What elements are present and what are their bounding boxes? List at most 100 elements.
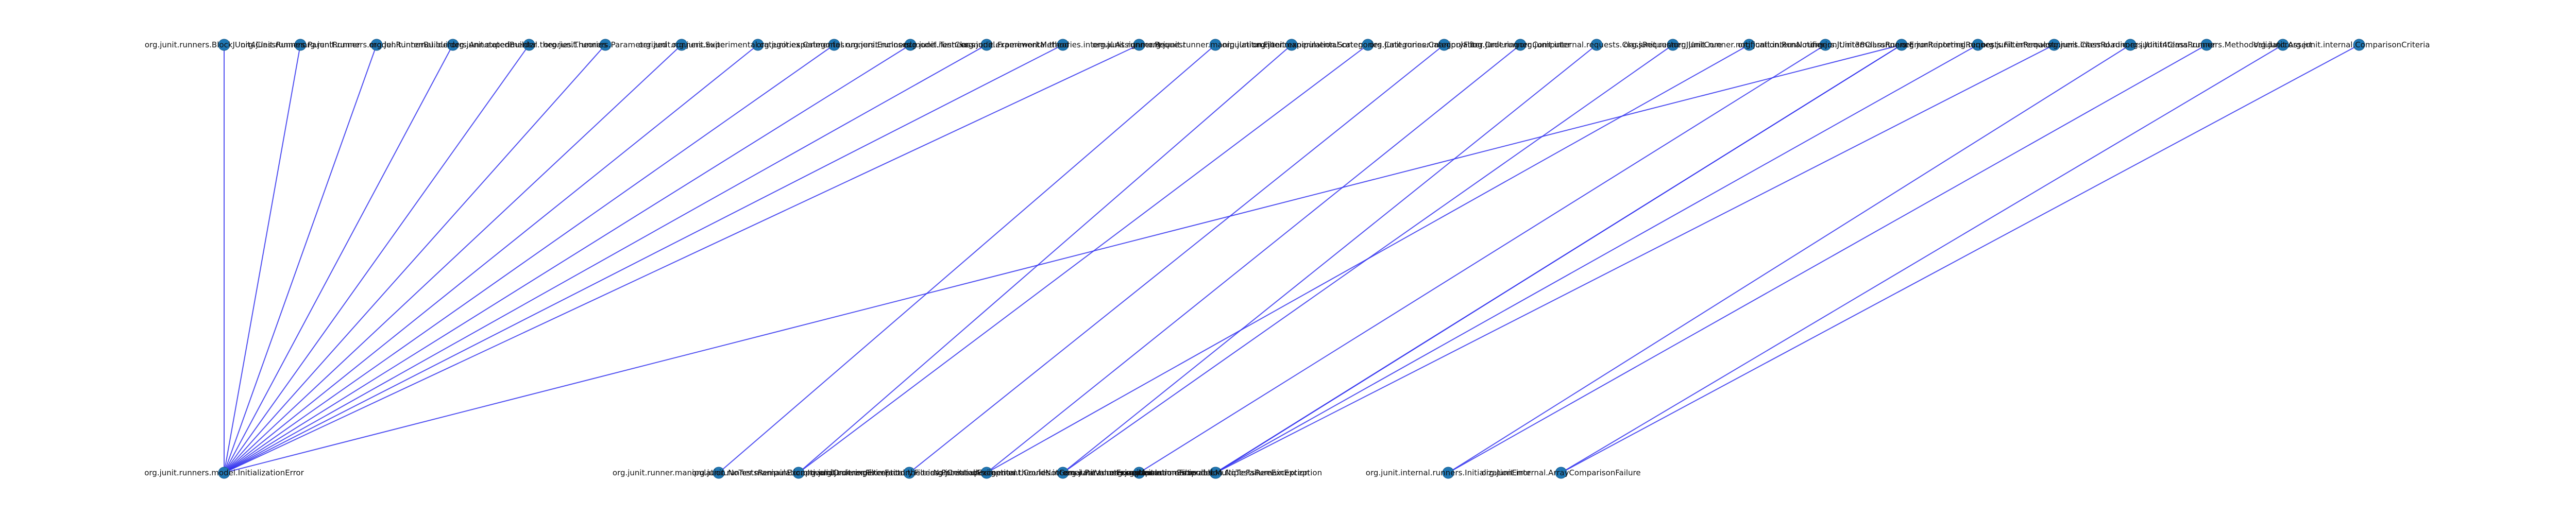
edge-9-0 (224, 44, 911, 473)
top-26-label: org.junit.internal.runners.MethodValidat… (2125, 40, 2288, 49)
bottom-0-label: org.junit.runners.model.InitializationEr… (144, 468, 304, 477)
top-13-label: org.junit.runner.manipulation.Filter (1148, 40, 1283, 49)
edge-28-10 (1561, 44, 2360, 473)
edge-10-0 (224, 44, 987, 473)
bottom-2-label: org.junit.runner.manipulation.InvalidOrd… (692, 468, 905, 477)
top-17-label: org.junit.runner.Computer (1470, 40, 1571, 49)
top-15-node (1362, 39, 1374, 51)
top-11-node (1057, 39, 1069, 51)
top-5-label: org.junit.runners.Parameterized (544, 40, 667, 49)
top-28-node (2353, 39, 2365, 51)
top-5-node (599, 39, 612, 51)
bottom-9-label: org.junit.internal.runners.Initializatio… (1366, 468, 1531, 477)
top-23-node (1972, 39, 1984, 51)
top-19-label: org.junit.runner.JUnitCore (1624, 40, 1722, 49)
bottom-6-node (1133, 467, 1145, 479)
top-26-node (2200, 39, 2213, 51)
top-18-node (1590, 39, 1603, 51)
bottom-6-label: org.junit.runner.manipulation.Filterable (1063, 468, 1214, 477)
edge-17-4 (986, 44, 1521, 473)
top-21-node (1819, 39, 1832, 51)
top-25-label: org.junit.internal.runners.JUnit4ClassRu… (2045, 40, 2216, 49)
edge-26-9 (1448, 44, 2207, 473)
edge-18-5 (1062, 44, 1597, 473)
top-9-label: org.junit.runners.model.TestClass (846, 40, 975, 49)
edge-24-8 (1215, 44, 2055, 473)
top-0-node (218, 39, 230, 51)
bottom-5-label: org.junit.experimental.theories.internal… (930, 468, 1196, 477)
edge-16-3 (909, 44, 1445, 473)
edge-7-0 (224, 44, 758, 473)
top-18-label: org.junit.internal.requests.ClassRequest (1519, 40, 1674, 49)
edge-6-0 (224, 44, 682, 473)
top-3-label: org.junit.internal.builders.AnnotatedBui… (369, 40, 537, 49)
top-22-label: org.junit.internal.runners.ErrorReportin… (1810, 40, 1993, 49)
edge-2-0 (224, 44, 377, 473)
top-6-node (675, 39, 688, 51)
edge-19-5 (1062, 44, 1673, 473)
top-13-node (1209, 39, 1222, 51)
top-27-node (2277, 39, 2289, 51)
top-0-label: org.junit.runners.BlockJUnit4ClassRunner (145, 40, 304, 49)
top-1-node (294, 39, 307, 51)
edge-15-2 (798, 44, 1368, 473)
bottom-0-node (218, 467, 230, 479)
edge-23-7 (1215, 44, 1978, 473)
edge-12-0 (224, 44, 1140, 473)
edge-27-10 (1561, 44, 2283, 473)
bottom-5-node (1057, 467, 1069, 479)
edge-22-8 (1215, 44, 1902, 473)
top-14-label: org.junit.runner.manipulation.Sorter (1222, 40, 1362, 49)
bottom-7-label: org.junit.runners.model.MultipleFailureE… (1122, 468, 1309, 477)
top-25-node (2124, 39, 2137, 51)
top-2-node (370, 39, 383, 51)
top-4-label: org.junit.experimental.theories.Theories (451, 40, 607, 49)
bottom-3-node (903, 467, 916, 479)
top-9-node (904, 39, 917, 51)
top-23-label: org.junit.internal.requests.FilterReques… (1901, 40, 2054, 49)
top-8-label: org.junit.experimental.runners.Enclosed (756, 40, 911, 49)
top-10-label: org.junit.runners.model.FrameworkMethod (904, 40, 1070, 49)
top-6-label: org.junit.runners.Suite (638, 40, 725, 49)
bottom-3-label: org.junit.runner.FilterFactory.FilterNot… (803, 468, 1015, 477)
bottom-9-node (1442, 467, 1454, 479)
top-7-node (752, 39, 764, 51)
edge-3-0 (224, 44, 453, 473)
top-1-label: org.junit.runners.ParentRunner (241, 40, 361, 49)
edge-4-0 (224, 44, 530, 473)
top-27-label: org.junit.Assert (2253, 40, 2313, 49)
edge-layer (224, 44, 2360, 473)
top-24-node (2048, 39, 2060, 51)
edge-13-1 (718, 44, 1216, 473)
edge-11-0 (224, 44, 1063, 473)
bottom-8-node (1210, 467, 1222, 479)
edge-21-6 (1139, 44, 1826, 473)
bottom-4-label: org.junit.experimental.theories.Potentia… (819, 468, 1155, 477)
top-8-node (828, 39, 840, 51)
top-24-label: org.junit.internal.runners.ClassRoadie (1981, 40, 2127, 49)
top-11-label: org.junit.experimental.theories.internal… (961, 40, 1165, 49)
bottom-2-node (792, 467, 805, 479)
bottom-10-node (1555, 467, 1567, 479)
edge-25-9 (1448, 44, 2131, 473)
edge-22-0 (224, 44, 1902, 473)
node-layer (218, 39, 2365, 479)
bottom-1-node (713, 467, 725, 479)
edge-5-0 (224, 44, 606, 473)
top-3-node (447, 39, 459, 51)
bottom-4-node (980, 467, 993, 479)
bottom-8-label: org.junit.runner.manipulation.NoTestsRem… (1110, 468, 1322, 477)
edge-8-0 (224, 44, 835, 473)
top-7-label: org.junit.experimental.categories.Catego… (671, 40, 844, 49)
top-2-label: org.junit.runners.model.RunnerBuilder (302, 40, 451, 49)
edge-14-2 (798, 44, 1292, 473)
top-19-node (1667, 39, 1679, 51)
top-22-node (1895, 39, 1908, 51)
top-20-node (1743, 39, 1755, 51)
top-21-label: org.junit.internal.runners.JUnit38ClassR… (1738, 40, 1913, 49)
top-14-node (1285, 39, 1298, 51)
top-28-label: org.junit.internal.ComparisonCriteria (2289, 40, 2430, 49)
top-15-label: org.junit.experimental.categories.Catego… (1253, 40, 1483, 49)
top-20-label: org.junit.runner.notification.RunNotifie… (1673, 40, 1825, 49)
